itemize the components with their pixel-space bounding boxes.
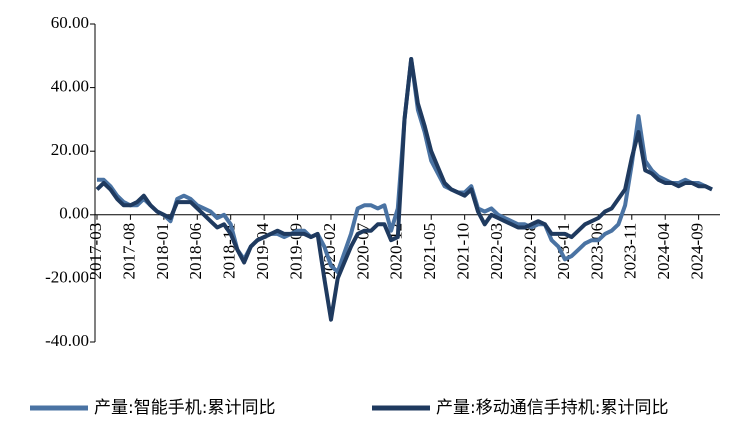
x-tick-label: 2017-08 xyxy=(119,223,138,280)
y-tick-label: 40.00 xyxy=(51,77,89,96)
x-tick-label: 2021-05 xyxy=(420,223,439,280)
x-tick-label: 2018-06 xyxy=(186,223,205,280)
y-tick-label: 0.00 xyxy=(59,204,89,223)
x-tick-label: 2017-03 xyxy=(86,223,105,280)
x-tick-label: 2019-09 xyxy=(286,223,305,280)
x-tick-label: 2018-01 xyxy=(153,223,172,280)
y-tick-label: -20.00 xyxy=(45,267,89,286)
x-tick-label: 2021-10 xyxy=(454,223,473,280)
x-tick-label: 2024-04 xyxy=(654,222,673,279)
x-tick-label: 2022-08 xyxy=(520,223,539,280)
x-tick-label: 2024-09 xyxy=(688,223,707,280)
legend-label: 产量:智能手机:累计同比 xyxy=(94,398,275,418)
y-tick-label: 20.00 xyxy=(51,140,89,159)
x-tick-label: 2022-03 xyxy=(487,223,506,280)
y-tick-label: -40.00 xyxy=(45,331,89,350)
x-tick-label: 2023-01 xyxy=(554,223,573,280)
series-line xyxy=(95,57,713,322)
x-tick-label: 2020-02 xyxy=(320,223,339,280)
y-tick-label: 60.00 xyxy=(51,13,89,32)
x-tick-label: 2019-04 xyxy=(253,222,272,279)
x-tick-label: 2023-11 xyxy=(621,223,640,279)
x-tick-label: 2023-06 xyxy=(587,223,606,280)
legend-label: 产量:移动通信手持机:累计同比 xyxy=(436,398,668,418)
